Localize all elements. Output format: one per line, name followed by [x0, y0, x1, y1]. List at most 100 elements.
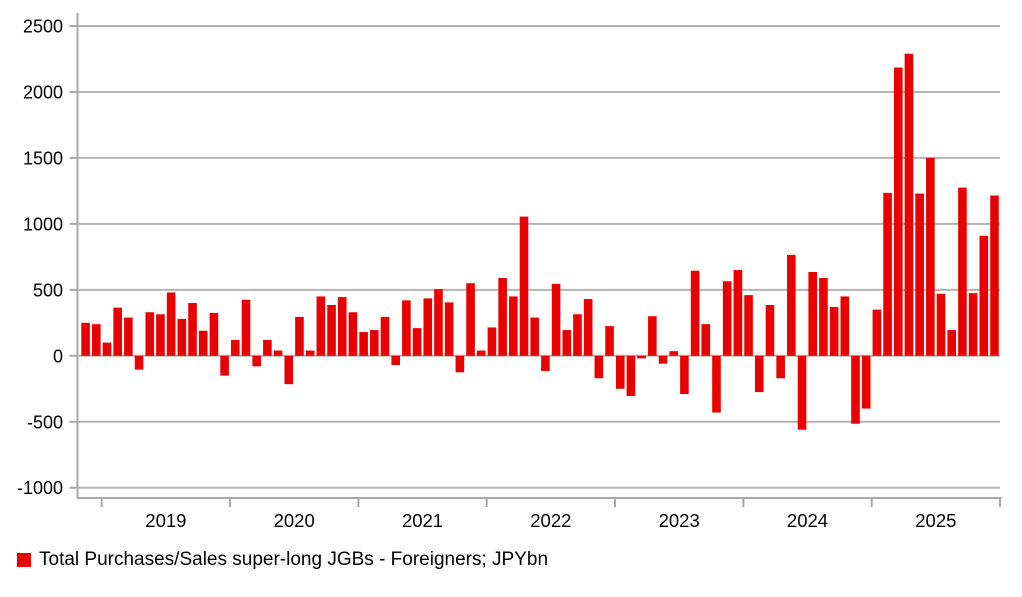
y-tick-label: -500 [27, 412, 63, 432]
bar [177, 318, 187, 356]
bar [904, 53, 914, 356]
bar [295, 316, 304, 356]
bar [819, 277, 828, 356]
bar [754, 355, 764, 393]
bar [915, 193, 924, 356]
bar [284, 355, 294, 385]
bar [615, 355, 625, 389]
x-year-label: 2023 [659, 510, 700, 531]
bar [968, 293, 978, 356]
bar [476, 350, 486, 356]
bar [808, 272, 818, 356]
bar [188, 303, 197, 356]
bar [573, 314, 582, 356]
bar [712, 355, 721, 413]
bar [273, 350, 283, 356]
bar [562, 330, 572, 356]
chart-legend: Total Purchases/Sales super-long JGBs - … [17, 549, 548, 571]
bar [466, 283, 475, 356]
bar [370, 330, 379, 356]
y-tick-label: 0 [53, 346, 63, 366]
bar [551, 283, 561, 356]
bar [252, 355, 261, 367]
bar [444, 302, 454, 356]
bar [680, 355, 689, 395]
bar [316, 296, 326, 356]
bar [744, 295, 753, 356]
bar [81, 322, 90, 356]
legend-label: Total Purchases/Sales super-long JGBs - … [39, 549, 549, 570]
bar [787, 254, 796, 356]
y-tick-label: 1500 [23, 148, 63, 168]
bar [840, 296, 850, 356]
bar [829, 306, 839, 356]
bar [605, 326, 614, 356]
bar [861, 355, 871, 409]
bar [926, 157, 935, 356]
bar [412, 328, 422, 356]
bar [530, 317, 540, 356]
bar [509, 296, 518, 356]
x-year-label: 2025 [915, 510, 956, 531]
bar [198, 330, 208, 356]
y-tick-label: 2500 [23, 17, 63, 37]
legend-marker-square [17, 553, 31, 567]
bar [637, 355, 646, 359]
bar [733, 270, 743, 356]
bar [391, 355, 400, 366]
bar [690, 270, 700, 356]
bar [872, 309, 882, 356]
bar [947, 330, 957, 356]
bar [327, 305, 336, 356]
bar [220, 355, 229, 376]
bar-chart: 2500 2000 1500 1000 500 0 -500 -1000 2019 2020 202… [17, 13, 1002, 531]
y-tick-label: 1000 [23, 214, 63, 234]
x-year-label: 2021 [402, 510, 443, 531]
bar [979, 235, 989, 356]
y-tick-label: 2000 [23, 82, 63, 102]
bar [487, 327, 497, 356]
y-tick-label: 500 [33, 280, 63, 300]
bar [498, 277, 507, 356]
bar [776, 355, 785, 379]
bar [648, 316, 657, 356]
bar [797, 355, 807, 430]
bar [658, 355, 668, 364]
bar [893, 67, 903, 356]
bar [134, 355, 144, 370]
bar [145, 312, 155, 356]
bar [701, 324, 711, 356]
x-year-label: 2022 [530, 510, 571, 531]
bar [102, 342, 112, 356]
bar [241, 299, 251, 356]
bar [765, 305, 775, 356]
x-year-label: 2019 [145, 510, 186, 531]
bar [113, 307, 122, 356]
bar [380, 316, 390, 356]
bar [156, 314, 165, 356]
bar [231, 339, 240, 356]
bar [124, 317, 133, 356]
x-year-label: 2020 [274, 510, 315, 531]
bar [209, 312, 219, 356]
bar [722, 281, 732, 356]
bar [91, 324, 101, 356]
bar [883, 192, 892, 356]
bar [519, 216, 529, 356]
bar [423, 298, 433, 356]
bar [337, 297, 347, 356]
bar [851, 355, 860, 424]
bar [990, 195, 999, 356]
bar [541, 355, 550, 371]
bar [455, 355, 465, 373]
bar [594, 355, 604, 379]
bar [359, 332, 368, 356]
bar [402, 300, 411, 356]
x-year-label: 2024 [787, 510, 828, 531]
y-tick-label: -1000 [17, 478, 63, 498]
bar [166, 292, 176, 356]
bar [583, 299, 593, 356]
bar [434, 289, 443, 356]
bar [669, 351, 679, 356]
